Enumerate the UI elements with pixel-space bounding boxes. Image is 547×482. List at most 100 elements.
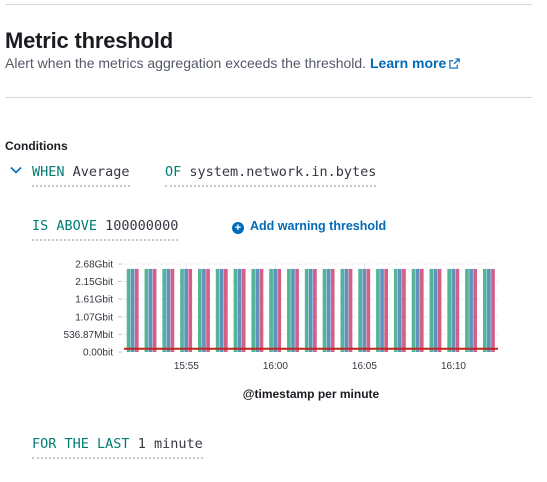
plus-circle-icon: + [232,222,244,234]
data-bar [291,268,295,352]
learn-more-link[interactable]: Learn more [370,55,460,71]
x-tick-label: 16:00 [263,361,288,372]
conditions-label: Conditions [5,139,68,153]
learn-more-label: Learn more [370,55,447,71]
subtitle-text: Alert when the metrics aggregation excee… [5,55,367,71]
data-bar [465,268,469,352]
data-bar [482,268,487,352]
data-bar [152,268,157,352]
add-warning-label: Add warning threshold [250,219,387,233]
threshold-value: 100000000 [105,218,179,234]
metric-value: system.network.in.bytes [189,164,377,180]
top-divider [5,4,532,5]
data-bar [376,268,380,352]
chart-bars [126,268,495,352]
data-bar [402,268,406,352]
data-bar [415,268,420,352]
data-bar [273,268,278,352]
data-bar [473,268,478,352]
data-bar [384,268,388,352]
data-bar [411,268,416,352]
is-above-keyword: IS ABOVE [32,218,98,234]
data-bar [255,268,260,352]
x-tick-label: 16:05 [352,361,377,372]
data-bar [269,268,273,352]
aggregation-value: Average [72,164,130,180]
data-bar [277,268,282,352]
data-bar [313,268,317,352]
data-bar [215,268,220,352]
data-bar [344,268,349,352]
data-bar [251,268,256,352]
for-the-last-keyword: FOR THE LAST [32,436,130,452]
data-bar [419,268,424,352]
when-keyword: WHEN [32,164,65,180]
data-bar [348,268,353,352]
data-bar [206,268,210,352]
data-bar [126,268,131,352]
page-title: Metric threshold [5,28,173,53]
time-window-value: 1 minute [137,436,203,452]
data-bar [259,268,264,352]
data-bar [429,268,434,352]
data-bar [437,268,442,352]
data-bar [295,268,299,352]
data-bar [219,268,224,352]
y-tick-label: 1.07Gbit [75,312,113,323]
data-bar [487,268,491,352]
data-bar [224,268,228,352]
data-bar [380,268,384,352]
data-bar [393,268,398,352]
y-axis-ticks: 2.68Gbit 2.15Gbit 1.61Gbit 1.07Gbit 536.87Mb… [64,260,122,359]
chevron-down-icon[interactable] [9,163,23,177]
y-tick-label: 2.15Gbit [75,277,113,288]
data-bar [197,268,202,352]
data-bar [358,268,362,352]
data-bar [180,268,184,352]
aggregation-expression[interactable]: WHEN Average [32,164,130,187]
external-link-icon [449,58,460,69]
data-bar [397,268,402,352]
data-bar [308,268,313,352]
x-tick-label: 16:10 [441,361,466,372]
y-tick-label: 0.00bit [83,348,113,359]
metric-chart: 2.68Gbit 2.15Gbit 1.61Gbit 1.07Gbit 536.87Mb… [64,260,498,401]
data-bar [340,268,345,352]
data-bar [304,268,309,352]
data-bar [362,268,367,352]
data-bar [447,268,452,352]
metric-expression[interactable]: OF system.network.in.bytes [165,164,377,187]
threshold-expression[interactable]: IS ABOVE 100000000 [32,218,179,241]
data-bar [166,268,171,352]
data-bar [144,268,149,352]
section-divider [5,97,532,98]
y-tick-label: 2.68Gbit [75,260,113,271]
y-tick-label: 536.87Mbit [64,330,114,341]
data-bar [451,268,456,352]
data-bar [455,268,460,352]
x-tick-label: 15:55 [174,361,199,372]
data-bar [469,268,473,352]
data-bar [326,268,331,352]
data-bar [233,268,238,352]
data-bar [330,268,335,352]
data-bar [162,268,167,352]
data-bar [241,268,246,352]
time-window-expression[interactable]: FOR THE LAST 1 minute [32,436,203,459]
data-bar [491,268,495,352]
data-bar [148,268,153,352]
x-axis-ticks: 15:55 16:00 16:05 16:10 [174,361,467,372]
add-warning-threshold-button[interactable]: + Add warning threshold [232,219,386,234]
data-bar [202,268,206,352]
data-bar [287,268,291,352]
data-bar [433,268,438,352]
of-keyword: OF [165,164,182,180]
data-bar [184,268,188,352]
data-bar [322,268,327,352]
data-bar [237,268,242,352]
y-tick-label: 1.61Gbit [75,295,113,306]
data-bar [188,268,193,352]
data-bar [134,268,139,352]
data-bar [366,268,371,352]
page-subtitle: Alert when the metrics aggregation excee… [5,55,460,71]
